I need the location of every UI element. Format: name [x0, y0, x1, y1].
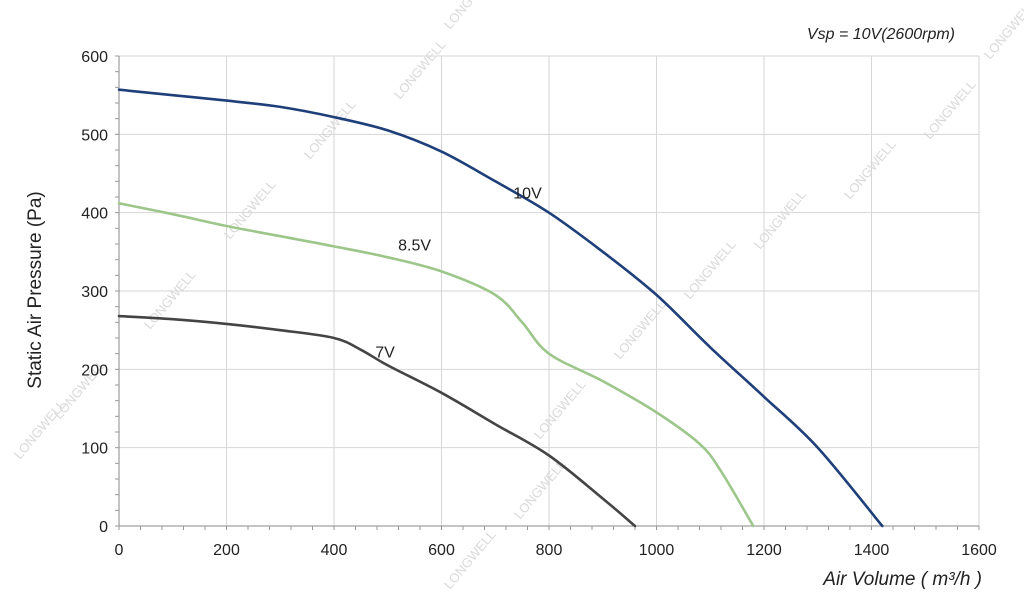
watermark-text: LONGWELL [221, 177, 279, 242]
y-tick-label: 0 [99, 519, 108, 536]
y-tick-label: 500 [81, 127, 108, 144]
y-tick-labels: 0 100 200 300 400 500 600 [81, 49, 108, 536]
x-tick-label: 800 [536, 542, 563, 559]
watermark-text: LONGWELL [141, 267, 199, 332]
y-tick-label: 200 [81, 362, 108, 379]
x-tick-label: 0 [115, 542, 124, 559]
watermark-layer: LONGWELLLONGWELLLONGWELLLONGWELLLONGWELL… [11, 0, 1024, 592]
x-tick-label: 600 [428, 542, 455, 559]
watermark-text: LONGWELL [441, 527, 499, 592]
watermark-text: LONGWELL [11, 397, 69, 462]
watermark-text: LONGWELL [301, 97, 359, 162]
series-line-7v [117, 314, 637, 528]
axes [115, 55, 980, 530]
series-lines [117, 88, 884, 528]
watermark-text: LONGWELL [921, 77, 979, 142]
y-tick-label: 400 [81, 206, 108, 223]
x-tick-label: 200 [213, 542, 240, 559]
x-tick-label: 1000 [639, 542, 675, 559]
watermark-text: LONGWELL [751, 187, 809, 252]
watermark-text: LONGWELL [611, 297, 669, 362]
x-axis-title: Air Volume ( m³/h ) [822, 569, 982, 590]
x-tick-label: 400 [321, 542, 348, 559]
y-tick-label: 300 [81, 284, 108, 301]
x-tick-label: 1200 [746, 542, 782, 559]
series-label-7v: 7V [375, 345, 395, 362]
watermark-text: LONGWELL [511, 457, 569, 522]
series-label-10v: 10V [513, 186, 542, 203]
series-label-8-5v: 8.5V [398, 237, 431, 254]
y-axis-title: Static Air Pressure (Pa) [25, 191, 46, 388]
series-line-8-5v [117, 202, 755, 528]
series-labels: 10V 8.5V 7V [375, 186, 542, 362]
watermark-text: LONGWELL [841, 137, 899, 202]
watermark-text: LONGWELL [681, 237, 739, 302]
series-line-10v [117, 88, 884, 528]
x-tick-labels: 0 200 400 600 800 1000 1200 1400 1600 [115, 542, 997, 559]
watermark-text: LONGWELL [981, 0, 1024, 62]
watermark-text: LONGWELL [391, 37, 449, 102]
y-tick-label: 100 [81, 441, 108, 458]
speed-annotation: Vsp = 10V(2600rpm) [807, 26, 955, 43]
y-tick-label: 600 [81, 49, 108, 66]
x-tick-label: 1600 [961, 542, 997, 559]
x-tick-label: 1400 [854, 542, 890, 559]
watermark-text: LONGWELL [441, 0, 499, 32]
watermark-text: LONGWELL [531, 377, 589, 442]
